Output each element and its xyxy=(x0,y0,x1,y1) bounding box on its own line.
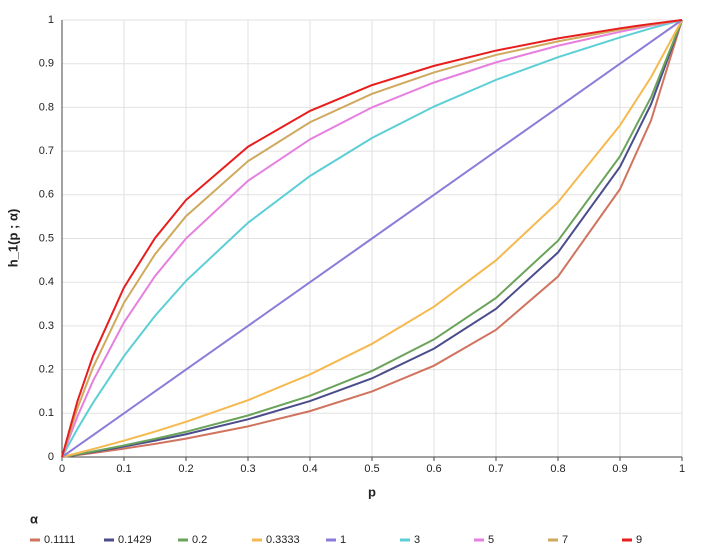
y-tick-label: 0.8 xyxy=(39,101,54,113)
legend-label: 7 xyxy=(562,534,568,546)
legend-label: 5 xyxy=(488,534,494,546)
legend-label: 0.2 xyxy=(192,534,207,546)
x-tick-label: 0.7 xyxy=(488,463,503,475)
series-line xyxy=(61,19,683,458)
x-tick-label: 0.3 xyxy=(240,463,255,475)
y-tick-label: 0.3 xyxy=(39,320,54,332)
y-tick-label: 0.7 xyxy=(39,145,54,157)
y-axis-label: h_1(p ; α) xyxy=(5,209,20,268)
series-line xyxy=(61,19,683,458)
y-tick-label: 0.5 xyxy=(39,232,54,244)
y-tick-label: 0.6 xyxy=(39,189,54,201)
legend-title: α xyxy=(30,511,38,526)
legend-label: 0.1429 xyxy=(118,534,152,546)
x-tick-label: 0.2 xyxy=(178,463,193,475)
x-tick-label: 0.4 xyxy=(302,463,317,475)
series-line xyxy=(61,19,683,458)
x-tick-label: 1 xyxy=(679,463,685,475)
y-tick-label: 1 xyxy=(48,14,54,26)
legend-label: 9 xyxy=(636,534,642,546)
x-tick-label: 0.6 xyxy=(426,463,441,475)
x-tick-label: 0.9 xyxy=(612,463,627,475)
y-tick-label: 0.9 xyxy=(39,58,54,70)
x-tick-label: 0.8 xyxy=(550,463,565,475)
x-tick-label: 0.1 xyxy=(116,463,131,475)
series-line xyxy=(61,19,683,458)
series-line xyxy=(61,19,683,458)
legend-label: 3 xyxy=(414,534,420,546)
legend-label: 0.3333 xyxy=(266,534,300,546)
y-tick-label: 0 xyxy=(48,451,54,463)
x-tick-label: 0.5 xyxy=(364,463,379,475)
legend-label: 1 xyxy=(340,534,346,546)
series-line xyxy=(61,19,683,458)
y-tick-label: 0.4 xyxy=(39,276,54,288)
series-line xyxy=(61,19,683,458)
x-axis-label: p xyxy=(368,484,376,499)
x-tick-label: 0 xyxy=(59,463,65,475)
y-tick-label: 0.1 xyxy=(39,407,54,419)
legend-label: 0.1111 xyxy=(44,534,75,546)
y-tick-label: 0.2 xyxy=(39,364,54,376)
series-line xyxy=(61,19,683,458)
